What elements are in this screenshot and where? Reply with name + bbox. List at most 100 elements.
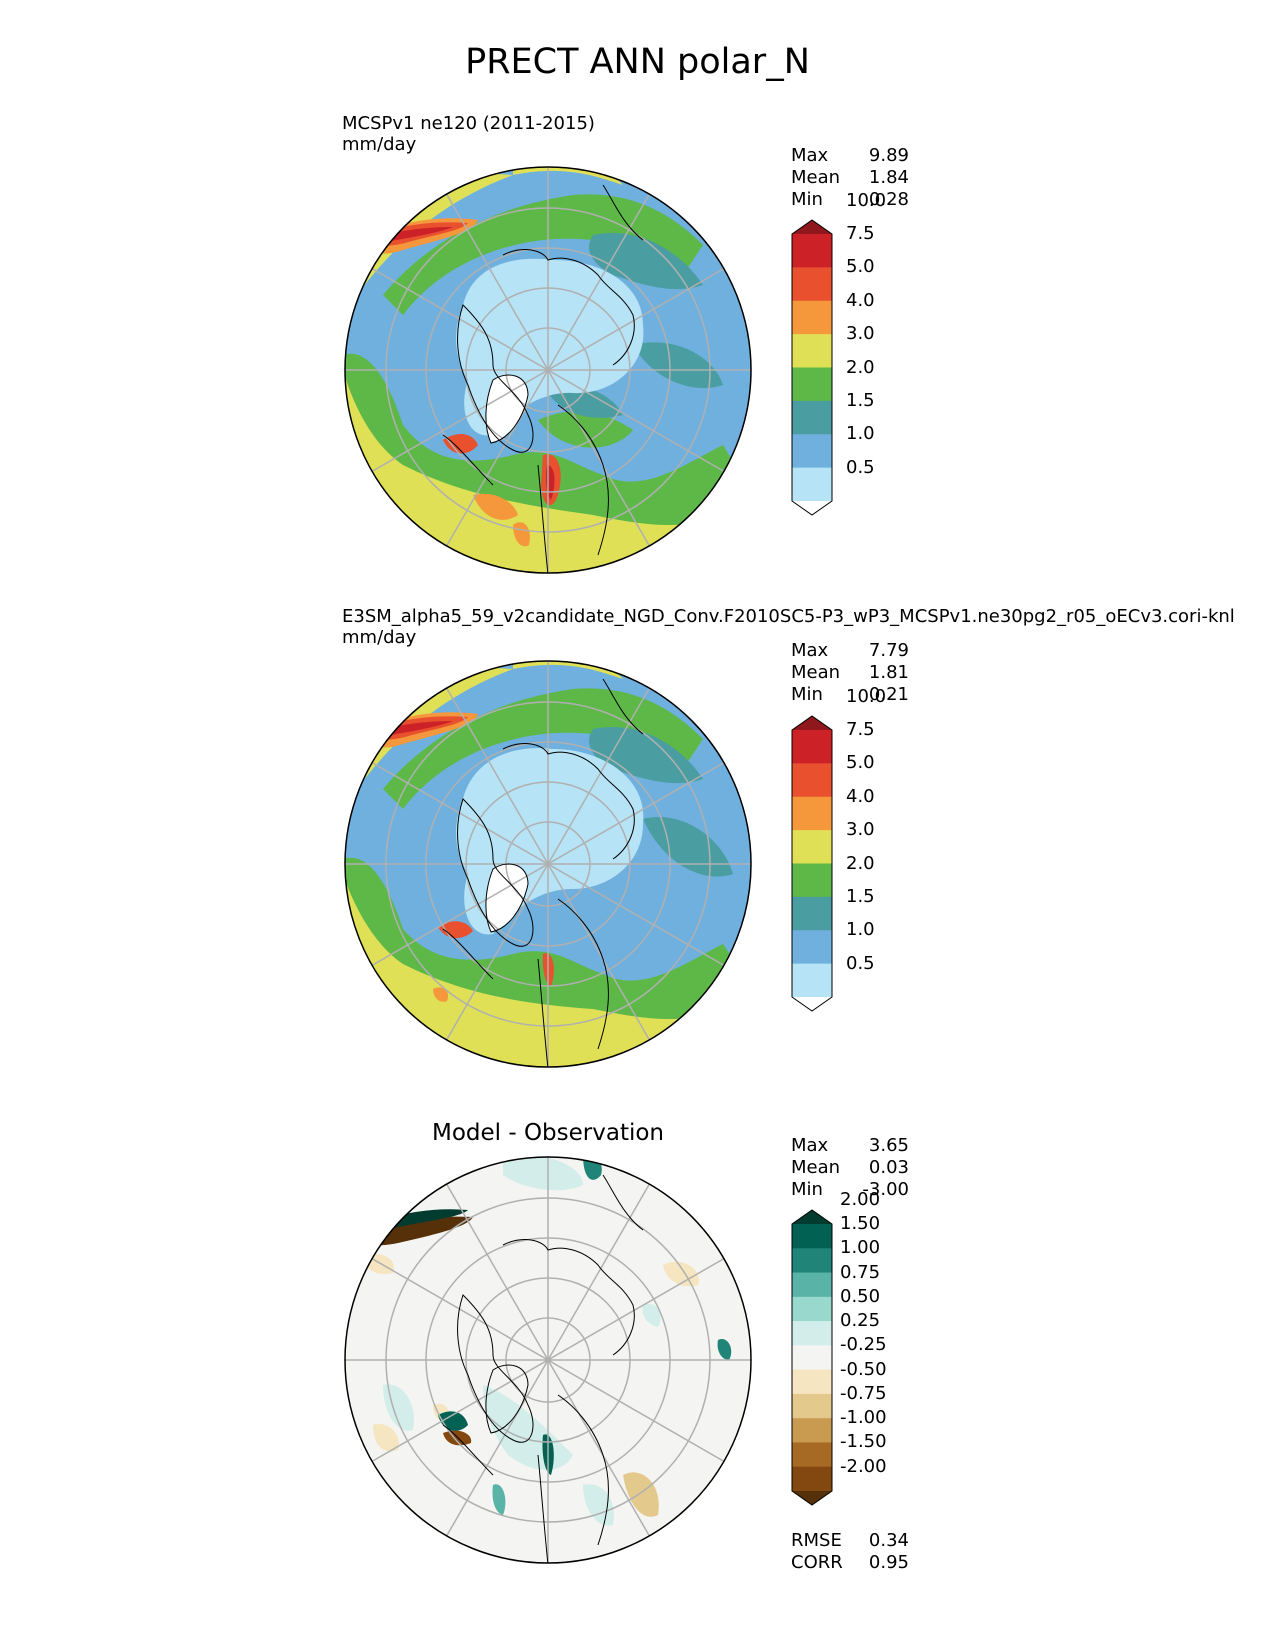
colorbar-segment (792, 1321, 832, 1346)
colorbar-segment (792, 234, 832, 268)
stat-value: 1.81 (868, 662, 909, 683)
panel2-units: mm/day (342, 627, 417, 648)
colorbar-segment (792, 1466, 832, 1492)
colorbar-segment (792, 300, 832, 335)
panel1-stats: Max 9.89 Mean 1.84 Min 0.28 (791, 145, 921, 211)
colorbar-segment (792, 1442, 832, 1468)
colorbar-tick-label: 0.5 (846, 456, 875, 478)
stat-label: Max (791, 1135, 829, 1156)
colorbar-segment (792, 434, 832, 469)
colorbar-segment (792, 1224, 832, 1249)
stat-value: 7.79 (868, 640, 909, 661)
stat-label: Min (791, 684, 823, 705)
colorbar-segment (792, 963, 832, 998)
metric-label: CORR (791, 1552, 843, 1573)
panel2-colorbar (791, 715, 833, 1012)
panel1-polar-map (344, 166, 752, 574)
panel3-metrics: RMSE 0.34 CORR 0.95 (791, 1530, 921, 1574)
colorbar-segment (792, 1345, 832, 1371)
colorbar-segment (792, 334, 832, 368)
colorbar-tick-label: 3.0 (846, 323, 875, 345)
colorbar-tick-label: 1.5 (846, 389, 875, 411)
panel2-title: E3SM_alpha5_59_v2candidate_NGD_Conv.F201… (342, 606, 1235, 627)
colorbar-extend-max (792, 220, 832, 234)
panel1-title: MCSPv1 ne120 (2011-2015) (342, 113, 595, 134)
panel3-colorbar (791, 1209, 833, 1506)
stat-label: Mean (791, 167, 841, 188)
colorbar-segment (792, 1369, 832, 1395)
stat-label: Max (791, 640, 829, 661)
stat-label: Mean (791, 1157, 841, 1178)
panel1-colorbar-ticks: 0.5 1.0 1.5 2.0 3.0 4.0 5.0 7.5 10.0 (838, 190, 898, 520)
colorbar-tick-label: 10.0 (846, 685, 887, 707)
colorbar-segment (792, 1393, 832, 1419)
colorbar-tick-label: 1.0 (846, 919, 875, 941)
metric-value: 0.95 (868, 1552, 909, 1573)
colorbar-segment (792, 400, 832, 435)
colorbar-tick-label: 7.5 (846, 719, 875, 740)
colorbar-tick-label: -0.25 (840, 1334, 887, 1356)
stat-value: 0.21 (868, 684, 909, 705)
colorbar-tick-label: 5.0 (846, 256, 875, 278)
colorbar-tick-label: 2.0 (846, 852, 875, 874)
metric-value: 0.34 (868, 1530, 909, 1551)
colorbar-tick-label: -2.00 (840, 1455, 887, 1477)
colorbar-tick-label: -1.50 (840, 1431, 887, 1453)
stat-value: 0.28 (868, 189, 909, 210)
colorbar-extend-max (792, 716, 832, 730)
colorbar-tick-label: 0.75 (840, 1261, 881, 1283)
stat-value: -3.00 (862, 1179, 909, 1200)
colorbar-tick-label: 1.00 (840, 1237, 881, 1259)
colorbar-segment (792, 930, 832, 965)
colorbar-segment (792, 1418, 832, 1443)
colorbar-outline (791, 219, 833, 516)
panel2-polar-map (344, 660, 752, 1068)
colorbar-tick-label: 1.0 (846, 423, 875, 445)
colorbar-tick-label: 2.0 (846, 356, 875, 378)
colorbar-tick-label: 3.0 (846, 819, 875, 841)
stat-value: 1.84 (868, 167, 909, 188)
colorbar-tick-label: 4.0 (846, 289, 875, 311)
colorbar-segment (792, 267, 832, 302)
colorbar-segment (792, 763, 832, 798)
stat-label: Min (791, 1179, 823, 1200)
colorbar-extend-max (792, 1210, 832, 1224)
colorbar-tick-label: 10.0 (846, 189, 887, 211)
colorbar-tick-label: 1.5 (846, 885, 875, 907)
stat-value: 9.89 (868, 145, 909, 166)
stat-label: Mean (791, 662, 841, 683)
colorbar-segment (792, 1272, 832, 1298)
panel1-units: mm/day (342, 134, 417, 155)
panel3-colorbar-ticks: -2.00 -1.50 -1.00 -0.75 -0.50 -0.25 0.25 0.50 0.… (832, 1189, 902, 1510)
colorbar-outline (791, 715, 833, 1012)
colorbar-segment (792, 830, 832, 864)
colorbar-tick-label: 5.0 (846, 752, 875, 774)
panel3-title: Model - Observation (431, 1120, 665, 1146)
colorbar-segment (792, 367, 832, 402)
stat-label: Max (791, 145, 829, 166)
panel2-stats: Max 7.79 Mean 1.81 Min 0.21 (791, 640, 921, 706)
stat-label: Min (791, 189, 823, 210)
colorbar-segment (792, 896, 832, 931)
colorbar-tick-label: -1.00 (840, 1407, 887, 1429)
colorbar-outline (791, 1209, 833, 1506)
panel1-colorbar (791, 219, 833, 516)
colorbar-segment (792, 796, 832, 831)
colorbar-extend-min (792, 501, 832, 515)
colorbar-tick-label: -0.75 (840, 1382, 887, 1404)
colorbar-tick-label: 7.5 (846, 223, 875, 244)
figure-title: PRECT ANN polar_N (465, 42, 810, 82)
colorbar-segment (792, 467, 832, 502)
stat-value: 0.03 (868, 1157, 909, 1178)
colorbar-segment (792, 730, 832, 764)
colorbar-tick-label: 2.00 (840, 1188, 881, 1210)
colorbar-tick-label: 0.50 (840, 1285, 881, 1307)
colorbar-segment (792, 1248, 832, 1274)
stat-value: 3.65 (868, 1135, 909, 1156)
colorbar-tick-label: 1.50 (840, 1213, 881, 1234)
panel3-polar-map (344, 1156, 752, 1564)
colorbar-extend-min (792, 997, 832, 1011)
colorbar-tick-label: 0.25 (840, 1310, 881, 1332)
colorbar-tick-label: 0.5 (846, 952, 875, 974)
colorbar-tick-label: -0.50 (840, 1358, 887, 1380)
